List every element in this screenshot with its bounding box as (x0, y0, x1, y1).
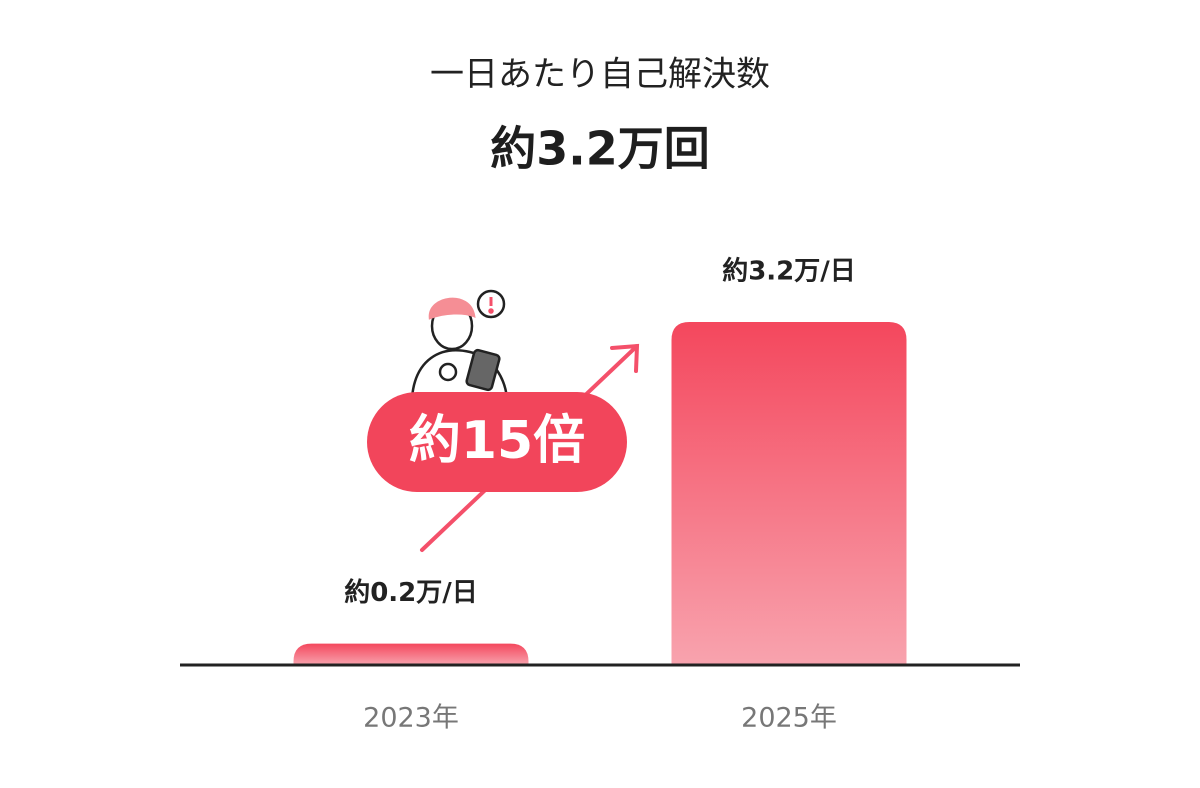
annotation-pill (367, 392, 627, 492)
annotation: 約15倍 (409, 411, 585, 471)
x-tick-label: 2025年 (741, 703, 837, 734)
value-label: 約0.2万/日 (344, 577, 478, 608)
value-label: 約3.2万/日 (722, 256, 856, 287)
person-illustration (410, 289, 509, 400)
bar (293, 643, 529, 665)
bar (671, 322, 907, 665)
x-tick-label: 2023年 (363, 703, 459, 734)
chart-title: 一日あたり自己解決数 (430, 55, 770, 95)
chart-subtitle: 約3.2万回 (490, 122, 710, 176)
